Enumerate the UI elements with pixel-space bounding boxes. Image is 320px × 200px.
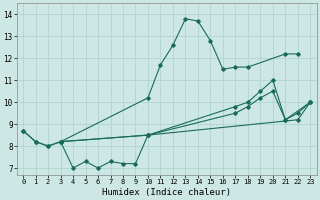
X-axis label: Humidex (Indice chaleur): Humidex (Indice chaleur): [102, 188, 231, 197]
